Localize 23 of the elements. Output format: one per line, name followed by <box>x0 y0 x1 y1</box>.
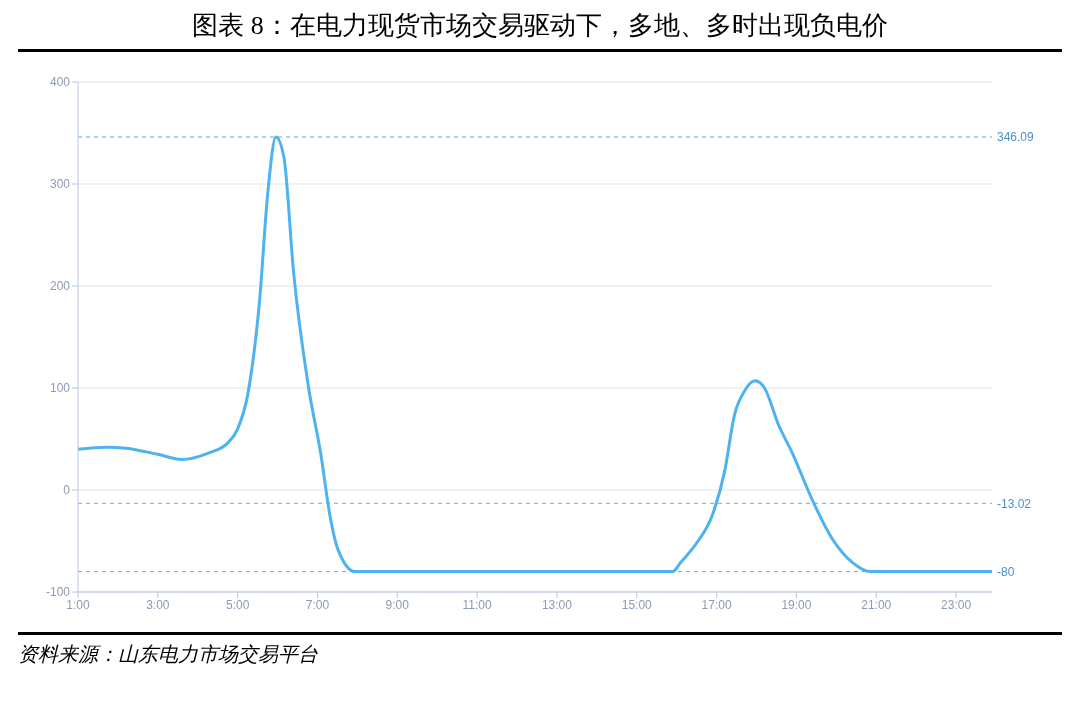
ref-line-label: 346.09 <box>997 130 1035 145</box>
x-tick-label: 21:00 <box>861 597 892 612</box>
text: 资料来源：山东电力市场交易平台 <box>18 642 319 667</box>
x-tick-label: 5:00 <box>225 597 250 612</box>
x-tick-label: 3:00 <box>146 597 170 612</box>
ref-line-label: -13.02 <box>997 496 1032 511</box>
y-tick-label: 400 <box>49 75 71 90</box>
x-tick-label: 13:00 <box>541 597 573 612</box>
y-tick-label: 300 <box>49 177 71 192</box>
y-tick-label: -100 <box>45 585 71 600</box>
x-tick-label: 23:00 <box>941 597 972 612</box>
x-tick-label: 11:00 <box>462 597 493 612</box>
ref-line-label: -80 <box>997 564 1015 579</box>
y-tick-label: 100 <box>49 381 71 396</box>
x-tick-label: 7:00 <box>305 597 330 612</box>
y-tick-label: 0 <box>63 483 71 498</box>
chart-title: 图表 8：在电力现货市场交易驱动下，多地、多时出现负电价 <box>18 8 1062 52</box>
x-tick-label: 1:00 <box>66 597 90 612</box>
x-tick-label: 17:00 <box>701 597 732 612</box>
x-tick-label: 9:00 <box>385 597 410 612</box>
x-tick-label: 15:00 <box>621 597 653 612</box>
x-tick-label: 19:00 <box>781 597 812 612</box>
y-tick-label: 200 <box>49 279 71 294</box>
